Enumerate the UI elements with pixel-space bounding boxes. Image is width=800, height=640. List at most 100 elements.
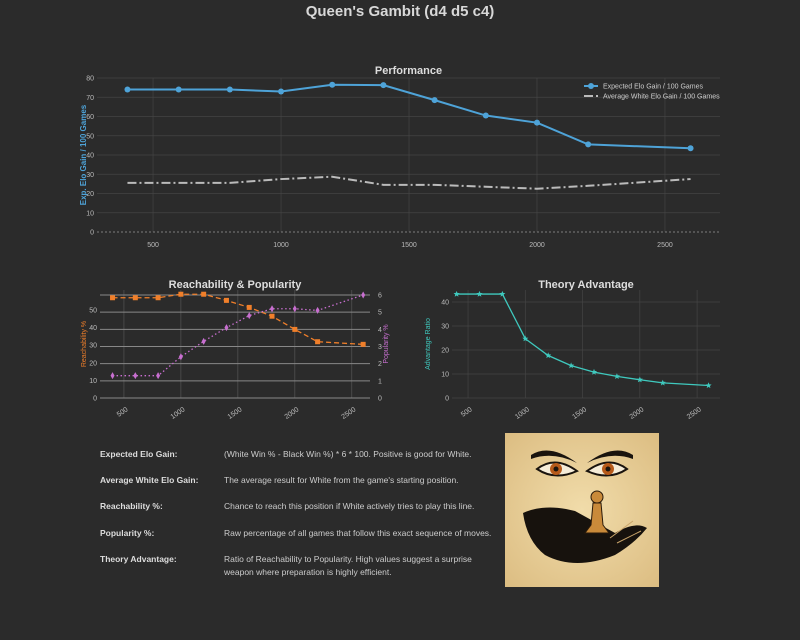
x-tick-label: 1500 — [401, 242, 417, 249]
y-tick-label: 30 — [89, 343, 97, 350]
data-point-circle — [226, 86, 233, 93]
data-point-diamond — [156, 372, 161, 380]
y-tick-label: 20 — [441, 348, 449, 355]
data-point-square — [315, 339, 321, 345]
data-point-square — [360, 341, 366, 347]
data-point-circle — [175, 86, 182, 93]
x-tick-label: 1000 — [273, 242, 289, 249]
x-tick-label: 2500 — [657, 242, 673, 249]
y-tick-label: 40 — [89, 325, 97, 332]
data-point-diamond — [224, 324, 229, 332]
y-axis-label: Advantage Ratio — [425, 318, 432, 370]
data-point-star — [591, 368, 598, 375]
data-point-star — [705, 382, 712, 389]
definition-text: Chance to reach this position if White a… — [224, 501, 475, 511]
data-point-circle — [687, 145, 694, 152]
x-tick-label: 2000 — [629, 406, 646, 421]
data-point-diamond — [201, 337, 206, 345]
data-point-square — [201, 291, 207, 297]
data-point-diamond — [315, 306, 320, 314]
x-tick-label: 1500 — [571, 406, 588, 421]
chart-title: Theory Advantage — [538, 279, 634, 291]
x-tick-label: 2000 — [529, 242, 545, 249]
data-point-circle — [329, 81, 336, 88]
definition-term: Average White Elo Gain: — [100, 475, 199, 485]
data-point-star — [453, 290, 460, 297]
y-tick-label: 60 — [86, 114, 94, 121]
data-point-circle — [431, 97, 438, 104]
y2-tick-label: 4 — [378, 327, 382, 334]
data-point-square — [246, 304, 252, 310]
y-tick-label: 80 — [86, 76, 94, 83]
y2-tick-label: 0 — [378, 396, 382, 403]
y-tick-label: 50 — [89, 308, 97, 315]
data-point-circle — [588, 83, 594, 89]
y2-tick-label: 6 — [378, 292, 382, 299]
data-point-star — [522, 335, 529, 342]
data-point-diamond — [133, 372, 138, 380]
y-tick-label: 0 — [93, 396, 97, 403]
data-point-star — [568, 362, 575, 369]
x-tick-label: 1000 — [514, 406, 531, 421]
y-tick-label: 40 — [86, 153, 94, 160]
performance-chart: Performance 500 1000 1500 2000 2500 0 10 20 30 40 5… — [79, 65, 720, 249]
y-tick-label: 10 — [86, 210, 94, 217]
x-tick-label: 2500 — [341, 406, 358, 421]
data-point-circle — [278, 88, 285, 95]
definition-text: Ratio of Reachability to Popularity. Hig… — [224, 554, 472, 577]
series-line — [456, 293, 709, 387]
data-point-diamond — [292, 305, 297, 313]
series-line — [112, 294, 364, 377]
data-point-circle — [124, 86, 131, 93]
data-point-square — [292, 326, 298, 332]
data-point-diamond — [270, 305, 275, 313]
y-tick-label: 30 — [86, 172, 94, 179]
x-tick-label: 500 — [147, 242, 159, 249]
definition-text: Raw percentage of all games that follow … — [224, 528, 492, 538]
series-line — [112, 293, 364, 346]
definition-term: Popularity %: — [100, 528, 155, 538]
data-point-circle — [482, 112, 489, 119]
data-point-star — [659, 379, 666, 386]
y-tick-label: 20 — [89, 360, 97, 367]
chart-title: Reachability & Popularity — [169, 279, 303, 291]
definition-text: The average result for White from the ga… — [224, 475, 459, 485]
data-point-square — [110, 295, 116, 301]
data-point-star — [636, 376, 643, 383]
series-line — [127, 83, 691, 150]
x-tick-label: 2500 — [686, 406, 703, 421]
data-point-star — [499, 290, 506, 297]
data-point-star — [476, 290, 483, 297]
data-point-circle — [533, 119, 540, 126]
y2-tick-label: 3 — [378, 344, 382, 351]
data-point-diamond — [247, 312, 252, 320]
legend-label: Average White Elo Gain / 100 Games — [603, 94, 720, 101]
data-point-circle — [380, 82, 387, 89]
data-point-diamond — [110, 372, 115, 380]
series-line — [127, 175, 691, 190]
y-tick-label: 10 — [89, 378, 97, 385]
queen-eyes-pawn-hand-illustration-icon — [505, 433, 659, 587]
y-tick-label: 70 — [86, 95, 94, 102]
y-axis-label: Exp. Elo Gain / 100 Games — [79, 104, 88, 205]
y-tick-label: 50 — [86, 133, 94, 140]
data-point-square — [178, 291, 184, 297]
data-point-star — [613, 373, 620, 379]
y-tick-label: 0 — [90, 230, 94, 237]
y2-tick-label: 5 — [378, 310, 382, 317]
data-point-square — [223, 297, 229, 303]
theory-chart: Theory Advantage 500 1000 1500 2000 2500 0 10 20… — [425, 279, 720, 421]
data-point-circle — [585, 141, 592, 148]
x-tick-label: 500 — [116, 406, 130, 418]
legend-label: Expected Elo Gain / 100 Games — [603, 84, 703, 91]
y-tick-label: 30 — [441, 324, 449, 331]
y-tick-label: 40 — [441, 300, 449, 307]
data-point-square — [155, 295, 161, 301]
x-tick-label: 2000 — [284, 406, 301, 421]
x-tick-label: 1500 — [227, 406, 244, 421]
definition-text: (White Win % - Black Win %) * 6 * 100. P… — [224, 449, 472, 459]
x-tick-label: 1000 — [170, 406, 187, 421]
data-point-diamond — [178, 353, 183, 361]
